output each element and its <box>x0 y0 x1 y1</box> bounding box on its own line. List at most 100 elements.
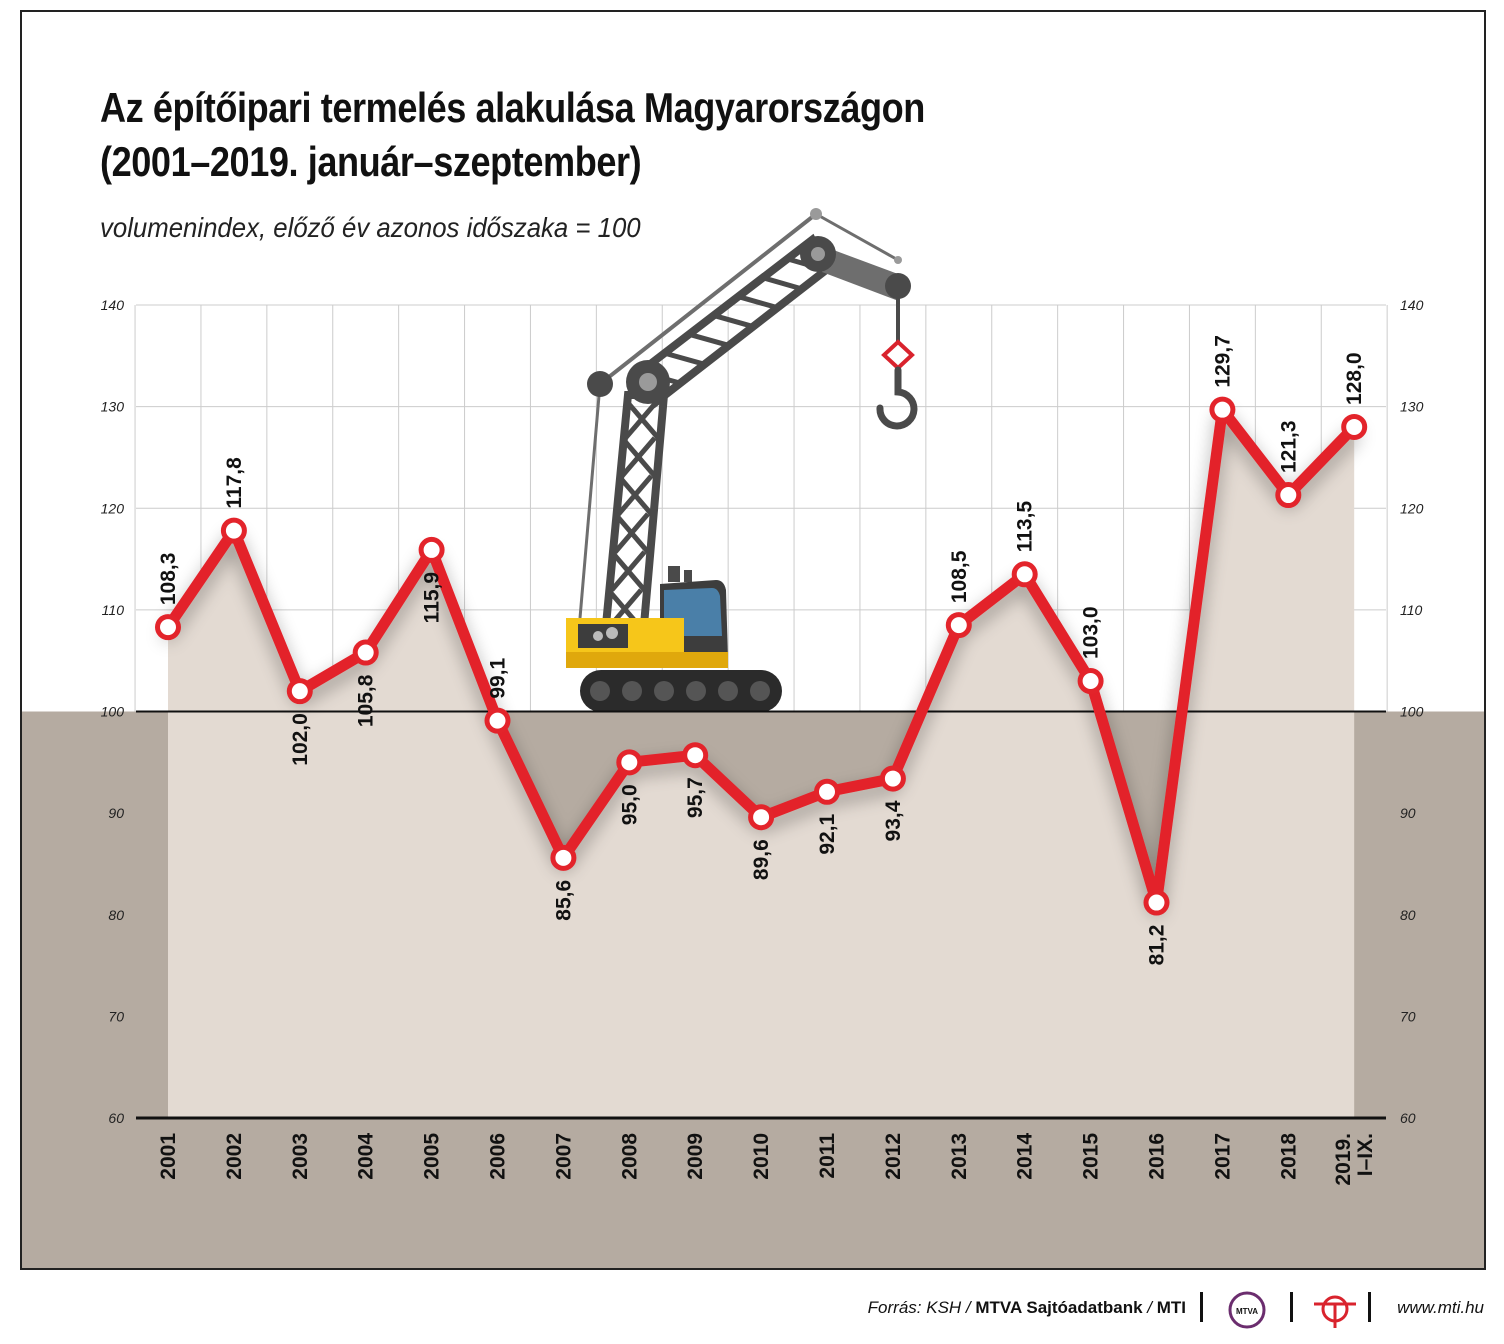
crane-cable <box>598 212 818 386</box>
x-tick-label: 2011 <box>816 1133 839 1179</box>
data-label: 128,0 <box>1343 352 1366 405</box>
crane-track-wheel <box>590 681 610 701</box>
y-tick-label-right: 110 <box>1400 602 1423 618</box>
crane-track-wheel <box>750 681 770 701</box>
data-point <box>550 844 577 871</box>
data-point <box>682 742 709 769</box>
data-label: 103,0 <box>1080 606 1103 659</box>
crane-joint <box>811 247 825 261</box>
crane-track-wheel <box>654 681 674 701</box>
crane-boom-strut <box>737 294 779 311</box>
y-tick-label-right: 100 <box>1400 704 1424 720</box>
crane-boom-strut <box>713 313 754 329</box>
x-tick-label: 2006 <box>487 1133 510 1180</box>
crane-cable <box>815 212 899 262</box>
crane-mast-strut <box>623 398 661 440</box>
data-label: 113,5 <box>1014 501 1037 553</box>
footer-divider <box>1200 1292 1203 1322</box>
chart-title-line-1: Az építőipari termelés alakulása Magyaro… <box>100 84 925 131</box>
y-tick-label-left: 130 <box>101 399 125 415</box>
y-tick-label-right: 120 <box>1400 500 1424 516</box>
x-tick-label: I–IX. <box>1354 1133 1377 1176</box>
data-point <box>1209 396 1236 423</box>
crane-boom-strut <box>688 331 730 348</box>
crane-hook <box>876 366 918 430</box>
data-point <box>220 517 247 544</box>
data-label: 81,2 <box>1146 925 1169 966</box>
crane-track-wheel <box>686 681 706 701</box>
footer: Forrás: KSH / MTVA Sajtóadatbank / MTI M… <box>0 1290 1504 1330</box>
source-bank: MTVA Sajtóadatbank <box>975 1298 1143 1317</box>
gear-icon <box>593 631 603 641</box>
x-tick-label: 2002 <box>223 1133 246 1180</box>
x-tick-label: 2018 <box>1277 1133 1300 1180</box>
x-tick-label: 2019. <box>1332 1133 1355 1186</box>
crane-body-skirt <box>566 652 728 668</box>
data-label: 89,6 <box>750 839 773 880</box>
x-tick-label: 2010 <box>750 1133 773 1180</box>
x-tick-label: 2001 <box>157 1133 180 1180</box>
y-tick-label-left: 110 <box>102 602 125 618</box>
data-label: 95,7 <box>684 777 707 818</box>
x-tick-label: 2012 <box>882 1133 905 1180</box>
data-point <box>286 678 313 705</box>
y-tick-label-left: 100 <box>101 704 125 720</box>
chart-title-line-2: (2001–2019. január–szeptember) <box>100 138 642 185</box>
y-tick-label-left: 140 <box>101 297 125 313</box>
y-tick-label-right: 140 <box>1400 297 1424 313</box>
crane-exhaust <box>668 566 680 582</box>
crane-pulley <box>810 208 822 220</box>
data-point <box>484 707 511 734</box>
crane-track-wheel <box>718 681 738 701</box>
chart-subtitle: volumenindex, előző év azonos időszaka =… <box>100 212 641 243</box>
data-label: 121,3 <box>1277 420 1300 473</box>
data-point <box>1275 482 1302 509</box>
source-mti: MTI <box>1156 1298 1186 1317</box>
crane-hook-block <box>881 339 915 371</box>
x-tick-label: 2004 <box>355 1133 378 1180</box>
y-tick-label-left: 70 <box>108 1008 124 1024</box>
crane-track-wheel <box>622 681 642 701</box>
crane-boom-strut <box>762 275 803 292</box>
crane-illustration <box>566 208 918 712</box>
website-link[interactable]: www.mti.hu <box>1397 1298 1484 1317</box>
data-label: 85,6 <box>552 880 575 921</box>
source-credit: Forrás: KSH / MTVA Sajtóadatbank / MTI <box>868 1298 1186 1318</box>
source-prefix: Forrás: KSH / <box>867 1298 976 1317</box>
y-tick-label-right: 70 <box>1400 1008 1416 1024</box>
data-point <box>1341 413 1368 440</box>
footer-divider <box>1290 1292 1293 1322</box>
crane-track <box>580 670 782 712</box>
line-chart: 60 60 70 70 80 80 90 90 100 100 110 110 120 120 130 130… <box>22 208 1484 1268</box>
y-tick-label-right: 90 <box>1400 805 1416 821</box>
y-tick-label-right: 80 <box>1400 907 1416 923</box>
data-point <box>352 639 379 666</box>
data-label: 92,1 <box>816 813 839 854</box>
x-tick-label: 2008 <box>618 1133 641 1180</box>
data-label: 95,0 <box>618 784 641 825</box>
crane-joint <box>639 373 657 391</box>
data-point <box>1077 668 1104 695</box>
mti-logo-icon <box>1314 1295 1356 1328</box>
x-tick-label: 2013 <box>948 1133 971 1180</box>
area-fill <box>168 409 1355 1119</box>
data-label: 105,8 <box>355 674 378 727</box>
data-point <box>155 614 181 641</box>
data-point <box>945 612 972 639</box>
data-label: 93,4 <box>882 800 905 841</box>
x-tick-label: 2014 <box>1014 1133 1037 1180</box>
crane-mast-strut <box>620 436 657 478</box>
crane-mast-strut <box>613 512 650 554</box>
x-tick-label: 2017 <box>1211 1133 1234 1180</box>
data-point <box>814 778 840 805</box>
crane-cable <box>578 383 602 619</box>
data-label: 108,5 <box>948 550 971 603</box>
gear-icon <box>606 627 618 639</box>
mtva-logo-icon: MTVA <box>1228 1291 1266 1329</box>
x-tick-label: 2003 <box>289 1133 312 1180</box>
data-point <box>418 536 445 563</box>
footer-divider <box>1368 1292 1371 1322</box>
y-tick-label-right: 60 <box>1400 1110 1416 1126</box>
y-tick-label-left: 120 <box>101 500 125 516</box>
x-tick-label: 2007 <box>552 1133 575 1180</box>
